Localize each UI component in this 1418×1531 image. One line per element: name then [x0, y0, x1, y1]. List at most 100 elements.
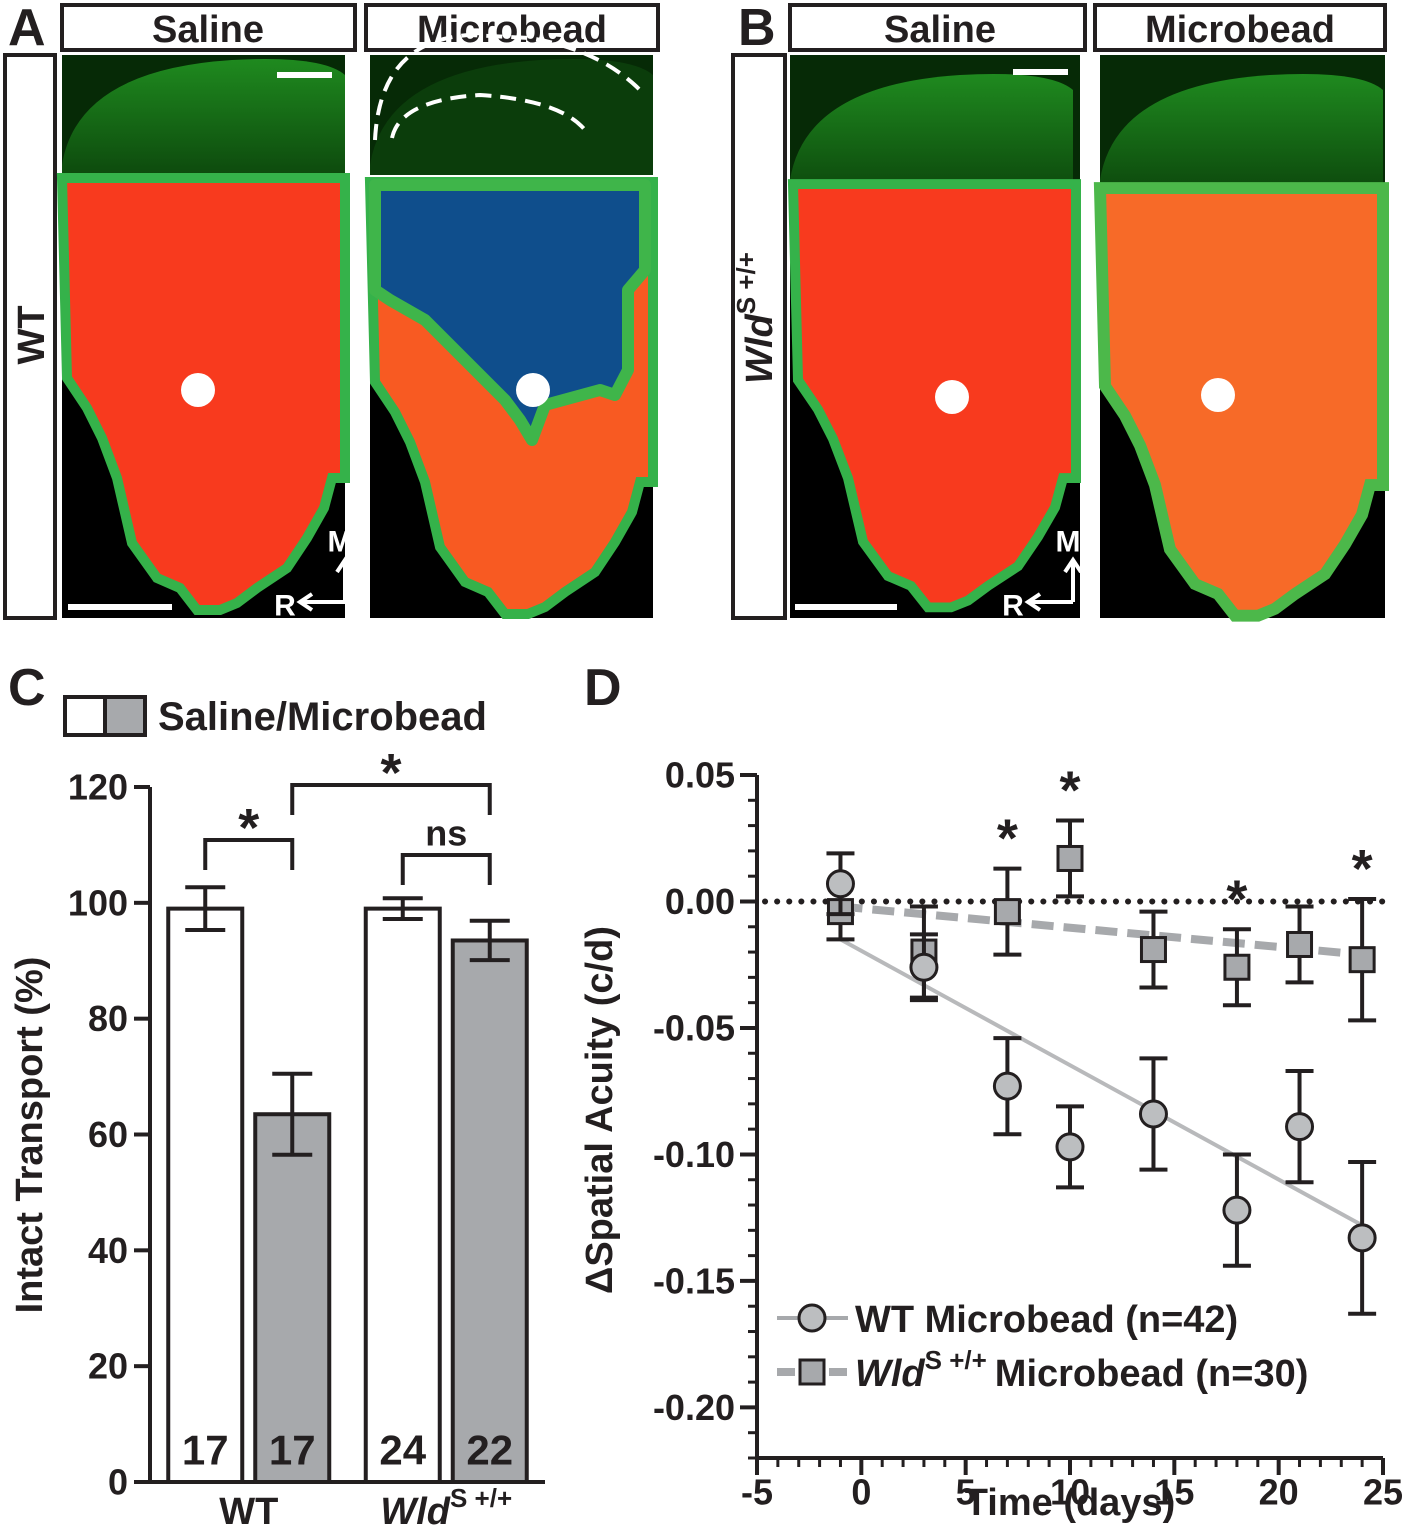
row-label-box [3, 53, 57, 620]
x-tick-label: 25 [1363, 1472, 1403, 1513]
row-label-box [731, 53, 787, 620]
error-bar [185, 885, 226, 933]
y-tick-label: 20 [88, 1346, 128, 1387]
panel-letter: C [8, 659, 46, 717]
panel-letter: A [8, 0, 46, 57]
row-label-text: Wld [739, 313, 781, 383]
marker [909, 952, 939, 982]
significance-bracket [290, 783, 492, 815]
y-tick-label: -0.05 [653, 1007, 735, 1048]
x-tick-text: WT [219, 1491, 278, 1531]
marker [1347, 1223, 1377, 1253]
legend-swatch [103, 695, 147, 737]
column-header: Microbead [417, 9, 607, 51]
panel-letter: B [738, 0, 776, 57]
orientation-arrows [296, 556, 355, 612]
column-header-box [60, 3, 357, 52]
bar-count: 22 [466, 1427, 513, 1474]
column-header: Saline [152, 9, 264, 51]
y-tick-label: 0.00 [665, 881, 735, 922]
fit-line [840, 902, 1363, 959]
y-tick-label: 0.05 [665, 755, 735, 796]
y-tick-label: 120 [68, 767, 128, 808]
significance-label: * [238, 798, 259, 858]
error-bar [469, 918, 510, 963]
retina-image [790, 55, 1385, 195]
legend-label: WldS +/+ Microbead (n=30) [855, 1345, 1308, 1395]
y-tick-label: 40 [88, 1230, 128, 1271]
legend-label: WT Microbead (n=42) [855, 1299, 1238, 1341]
y-tick-label: 0 [108, 1462, 128, 1503]
row-label-sup: S +/+ [731, 252, 761, 314]
legend-text: Microbead (n=30) [995, 1353, 1309, 1395]
column-header-box [788, 3, 1087, 52]
significance-label: * [380, 743, 401, 803]
y-tick-label: -0.20 [653, 1387, 735, 1428]
marker [1348, 946, 1376, 974]
error-bar [382, 896, 423, 922]
transport-map [790, 184, 1385, 618]
x-tick-sup: S +/+ [450, 1483, 512, 1513]
significance-bracket [203, 838, 295, 870]
x-tick-label: 20 [1259, 1472, 1299, 1513]
y-axis-title: Intact Transport (%) [9, 957, 51, 1314]
legend-marker [797, 1303, 827, 1333]
retina-image [62, 32, 653, 175]
bar-count: 17 [269, 1427, 316, 1474]
orientation-arrows [1024, 556, 1083, 612]
x-tick-label: 0 [851, 1472, 871, 1513]
orientation-label: R [274, 590, 296, 623]
significance-label: ns [425, 813, 467, 854]
marker [1055, 1132, 1085, 1162]
legend-prefix: Wld [855, 1353, 925, 1395]
row-label: WldS +/+ [731, 252, 781, 384]
column-header: Saline [884, 9, 996, 51]
significance-label: * [1352, 839, 1373, 899]
y-axis-title: ΔSpatial Acuity (c/d) [579, 926, 621, 1294]
transport-map [62, 175, 653, 618]
bar [450, 938, 529, 1484]
y-tick-label: 80 [88, 998, 128, 1039]
marker [1285, 1112, 1315, 1142]
marker [1139, 936, 1167, 964]
row-label: WT [11, 305, 53, 364]
error-bar [272, 1071, 313, 1157]
x-axis-title: Time (days) [965, 1482, 1175, 1524]
panel-letter: D [584, 659, 622, 717]
bar [166, 906, 245, 1484]
x-tick-label: 5 [956, 1472, 976, 1513]
column-header-box [364, 3, 660, 52]
bar-count: 17 [182, 1427, 229, 1474]
column-header-box [1093, 3, 1387, 52]
x-tick-label: WT [219, 1491, 278, 1531]
orientation-label: R [1002, 590, 1024, 623]
legend-marker [798, 1358, 826, 1386]
x-tick-label: 10 [1050, 1472, 1090, 1513]
legend-label: Saline/Microbead [158, 695, 487, 739]
significance-bracket [400, 853, 492, 885]
significance-label: * [997, 809, 1018, 869]
fit-line [839, 937, 1364, 1228]
marker [1056, 844, 1084, 872]
orientation-label: M [1056, 526, 1081, 559]
marker [1138, 1099, 1168, 1129]
bar [363, 906, 442, 1484]
marker [1286, 930, 1314, 958]
marker [993, 898, 1021, 926]
column-header: Microbead [1145, 9, 1335, 51]
bar-count: 24 [379, 1427, 426, 1474]
x-tick-label: 15 [1154, 1472, 1194, 1513]
bar [253, 1112, 332, 1484]
y-tick-label: 60 [88, 1114, 128, 1155]
significance-label: * [1059, 761, 1080, 821]
y-tick-label: -0.10 [653, 1134, 735, 1175]
y-tick-label: 100 [68, 882, 128, 923]
x-tick-text: Wld [380, 1491, 450, 1531]
marker [1222, 1195, 1252, 1225]
orientation-label: M [328, 526, 353, 559]
marker [1223, 953, 1251, 981]
marker [992, 1071, 1022, 1101]
legend-text: WT Microbead (n=42) [855, 1299, 1238, 1341]
x-tick-label: -5 [741, 1472, 773, 1513]
